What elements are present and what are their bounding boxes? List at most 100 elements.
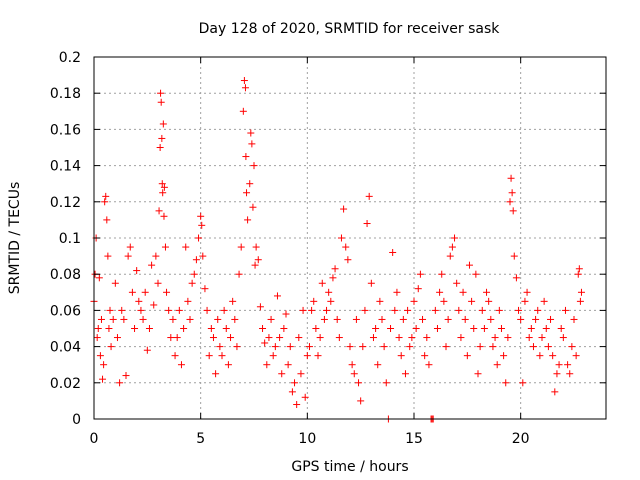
- data-point: [169, 315, 177, 323]
- data-point: [414, 285, 422, 293]
- data-point: [171, 352, 179, 360]
- data-point: [566, 370, 574, 378]
- data-point: [99, 375, 107, 383]
- data-point: [152, 252, 160, 260]
- data-point: [352, 315, 360, 323]
- data-point: [120, 315, 128, 323]
- data-point: [173, 334, 181, 342]
- data-point: [259, 325, 267, 332]
- data-point: [453, 279, 461, 287]
- data-point: [359, 343, 367, 351]
- data-point: [143, 346, 151, 354]
- data-point: [532, 315, 540, 323]
- data-point: [346, 343, 354, 351]
- data-point: [157, 98, 165, 106]
- data-point: [103, 216, 111, 224]
- data-point: [575, 265, 583, 273]
- data-point: [107, 343, 115, 351]
- data-point: [440, 297, 448, 305]
- data-point: [137, 306, 145, 314]
- data-point: [395, 334, 403, 342]
- data-point: [282, 310, 290, 318]
- data-point: [387, 325, 395, 332]
- data-point: [220, 306, 228, 314]
- data-point: [288, 388, 296, 396]
- data-point: [502, 379, 510, 387]
- data-point: [412, 325, 420, 332]
- y-tick-label: 0.08: [50, 267, 81, 283]
- data-point: [547, 315, 555, 323]
- data-point: [239, 107, 247, 115]
- data-point: [350, 370, 358, 378]
- data-point: [105, 325, 113, 332]
- data-point: [261, 339, 269, 347]
- axis-ticks: 0 0.02 0.04 0.06 0.08 0.1 0.12 0.14 0.16 0.18 0.2 0…: [50, 50, 606, 447]
- data-point: [124, 252, 132, 260]
- data-point: [504, 334, 512, 342]
- data-point: [284, 361, 292, 369]
- data-point: [104, 252, 112, 260]
- data-point: [438, 270, 446, 278]
- data-point: [135, 297, 143, 305]
- x-tick-label: 5: [196, 431, 205, 447]
- data-point: [158, 134, 166, 142]
- data-point: [203, 306, 211, 314]
- data-point: [465, 261, 473, 269]
- data-point: [463, 352, 471, 360]
- data-point: [544, 343, 552, 351]
- data-point: [160, 212, 168, 220]
- data-point: [165, 306, 173, 314]
- data-point: [527, 325, 535, 332]
- data-point: [342, 243, 350, 251]
- data-point: [95, 274, 103, 282]
- data-point: [128, 288, 136, 296]
- data-point: [536, 352, 544, 360]
- data-point: [416, 270, 424, 278]
- data-point: [485, 297, 493, 305]
- data-point: [199, 252, 207, 260]
- data-point: [154, 279, 162, 287]
- data-point: [380, 343, 388, 351]
- data-point: [106, 306, 114, 314]
- data-point: [312, 325, 320, 332]
- data-point: [201, 285, 209, 293]
- data-point: [158, 180, 166, 188]
- data-point: [122, 372, 130, 380]
- data-point: [265, 334, 273, 342]
- data-point: [483, 288, 491, 296]
- data-point: [393, 288, 401, 296]
- data-point: [250, 162, 258, 170]
- data-point: [218, 352, 226, 360]
- data-point: [344, 256, 352, 264]
- data-point: [461, 315, 469, 323]
- data-point: [325, 288, 333, 296]
- data-point: [205, 352, 213, 360]
- data-point: [252, 243, 260, 251]
- data-point: [109, 315, 117, 323]
- data-point: [235, 270, 243, 278]
- data-point: [241, 84, 249, 92]
- data-point: [299, 306, 307, 314]
- data-point: [557, 325, 565, 332]
- x-tick-label: 10: [298, 431, 316, 447]
- data-point: [186, 315, 194, 323]
- data-point: [314, 352, 322, 360]
- chart-title: Day 128 of 2020, SRMTID for receiver sas…: [199, 21, 501, 37]
- data-point: [94, 325, 102, 332]
- data-point: [448, 243, 456, 251]
- y-axis-label: SRMTID / TECUs: [7, 182, 23, 295]
- data-point: [293, 401, 301, 409]
- data-point: [521, 297, 529, 305]
- y-tick-label: 0: [72, 412, 81, 428]
- data-point: [184, 297, 192, 305]
- data-point: [96, 352, 104, 360]
- data-point: [570, 315, 578, 323]
- data-point: [160, 183, 168, 191]
- data-point: [382, 379, 390, 387]
- data-point: [310, 297, 318, 305]
- data-point: [404, 306, 412, 314]
- data-point: [508, 189, 516, 197]
- data-point: [100, 361, 108, 369]
- data-point: [406, 343, 414, 351]
